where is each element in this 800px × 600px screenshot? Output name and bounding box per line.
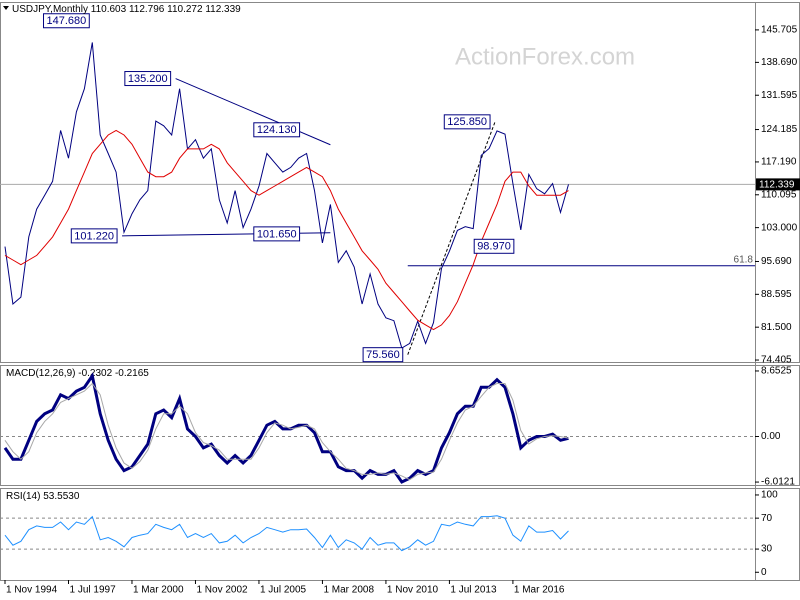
annotation-box	[443, 114, 491, 130]
x-tick-label: 1 Mar 2008	[323, 585, 374, 596]
header: USDJPY,Monthly 110.603 112.796 110.272 1…	[12, 4, 241, 15]
y-tick-label: 70	[761, 513, 773, 524]
x-tick-label: 1 Jul 1997	[69, 585, 116, 596]
price-annotation: 135.200	[124, 71, 172, 87]
signal-value: -0.2165	[115, 368, 149, 379]
y-tick-label: 131.595	[761, 90, 798, 101]
price-annotation: 125.850	[443, 114, 491, 130]
menu-icon[interactable]	[3, 6, 9, 10]
y-tick-label: 0.00	[761, 431, 781, 442]
x-tick-label: 1 Mar 2016	[514, 585, 565, 596]
annotation-label: 124.130	[257, 124, 297, 136]
rsi-value: 53.5530	[43, 491, 80, 502]
macd-legend: MACD(12,26,9) -0.2302 -0.2165	[6, 368, 149, 379]
y-tick-label: 100	[761, 490, 778, 501]
series-line	[4, 42, 569, 349]
y-tick-label: 117.190	[761, 157, 797, 168]
x-tick-label: 1 Nov 2002	[196, 585, 248, 596]
y-tick-label: 103.000	[761, 222, 798, 233]
annotation-label: 101.650	[257, 228, 297, 240]
series-line	[4, 382, 569, 481]
annotation-box	[124, 71, 172, 87]
x-tick-label: 1 Jul 2005	[260, 585, 307, 596]
low: 110.272	[167, 4, 203, 15]
y-tick-label: 95.690	[761, 256, 792, 267]
annotation-label: 135.200	[128, 73, 168, 85]
fib-label: 61.8	[734, 254, 754, 265]
annotation-label: 75.560	[366, 349, 400, 361]
series-line	[4, 129, 569, 331]
annotation-box	[43, 13, 90, 29]
y-tick-label: 124.185	[761, 124, 798, 135]
annotation-box	[362, 347, 404, 363]
rsi-title: RSI(14)	[6, 491, 40, 502]
y-tick-label: 30	[761, 544, 773, 555]
series-line	[3, 372, 569, 484]
annotation-box	[473, 238, 515, 254]
y-tick-label: -6.0121	[761, 477, 795, 488]
x-tick-label: 1 Jul 2013	[450, 585, 497, 596]
x-tick-label: 1 Nov 2010	[387, 585, 439, 596]
y-tick-label: 145.705	[761, 25, 798, 36]
price-annotation: 98.970	[473, 238, 515, 254]
annotation-label: 147.680	[47, 15, 87, 27]
annotation-label: 125.850	[447, 116, 487, 128]
open: 110.603	[91, 4, 127, 15]
trendline	[175, 78, 331, 146]
x-tick-label: 1 Mar 2000	[133, 585, 184, 596]
symbol: USDJPY,Monthly	[12, 4, 88, 15]
y-tick-label: 74.405	[761, 355, 792, 366]
close: 112.339	[205, 4, 241, 15]
price-annotation: 147.680	[43, 13, 90, 29]
annotation-box	[70, 228, 118, 244]
macd-value: -0.2302	[78, 368, 112, 379]
x-tick-label: 1 Nov 1994	[6, 585, 58, 596]
macd-title: MACD(12,26,9)	[6, 368, 75, 379]
y-tick-label: 81.500	[761, 322, 792, 333]
y-tick-label: 8.6525	[761, 366, 792, 377]
price-tag: 112.339	[759, 180, 795, 191]
y-tick-label: 88.595	[761, 289, 792, 300]
high: 112.796	[129, 4, 165, 15]
annotation-label: 101.220	[74, 230, 114, 242]
y-tick-label: 0	[761, 567, 767, 578]
price-annotation: 101.220	[70, 228, 118, 244]
annotation-label: 98.970	[477, 241, 511, 253]
price-tag-box	[756, 178, 800, 191]
series-line	[4, 515, 569, 552]
annotation-box	[253, 122, 301, 138]
annotation-box	[253, 226, 301, 242]
watermark: ActionForex.com	[455, 43, 635, 70]
y-tick-label: 110.095	[761, 189, 797, 200]
price-annotation: 101.650	[253, 226, 301, 242]
rsi-legend: RSI(14) 53.5530	[6, 491, 80, 502]
y-tick-label: 138.690	[761, 57, 798, 68]
price-annotation: 124.130	[253, 122, 301, 138]
price-annotation: 75.560	[362, 347, 404, 363]
